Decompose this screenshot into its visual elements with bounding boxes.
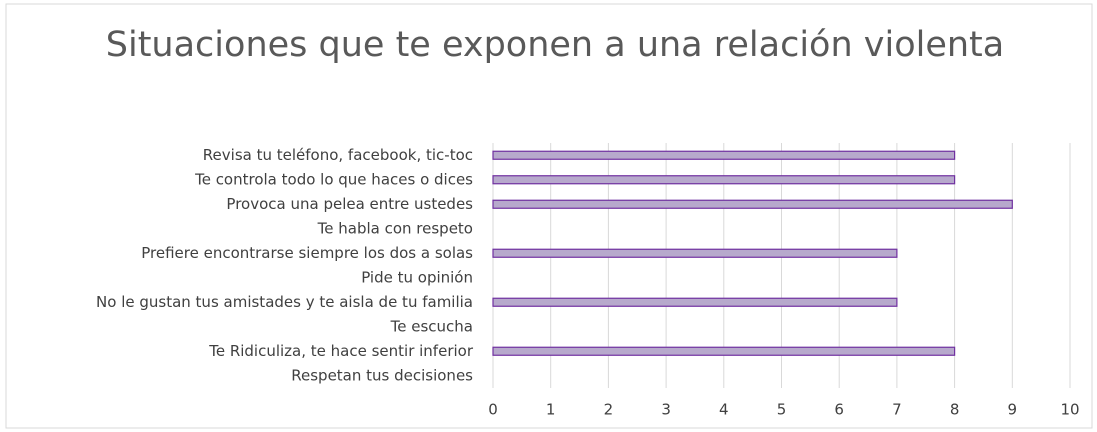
bar xyxy=(492,297,898,307)
x-tick-label: 9 xyxy=(1008,401,1018,419)
bar xyxy=(492,248,898,258)
y-tick-label: Respetan tus decisiones xyxy=(291,366,473,384)
y-tick-label: Te controla todo lo que haces o dices xyxy=(194,170,473,188)
x-tick-label: 3 xyxy=(661,401,671,419)
y-tick-label: Te escucha xyxy=(390,317,473,335)
y-tick-label: Pide tu opinión xyxy=(361,268,473,286)
x-tick-label: 7 xyxy=(892,401,902,419)
x-tick-label: 8 xyxy=(950,401,960,419)
bar xyxy=(492,199,1013,209)
x-tick-label: 0 xyxy=(488,401,498,419)
y-tick-label: Revisa tu teléfono, facebook, tic-toc xyxy=(203,146,473,164)
x-tick-label: 10 xyxy=(1060,401,1079,419)
chart-frame xyxy=(5,3,1093,429)
bar xyxy=(492,175,956,185)
x-tick-label: 1 xyxy=(546,401,556,419)
chart-title: Situaciones que te exponen a una relació… xyxy=(105,25,1005,65)
x-tick-label: 6 xyxy=(834,401,844,419)
y-tick-label: Te Ridiculiza, te hace sentir inferior xyxy=(208,342,474,360)
bar xyxy=(492,346,956,356)
x-tick-label: 2 xyxy=(604,401,614,419)
x-tick-label: 5 xyxy=(777,401,787,419)
y-tick-label: Prefiere encontrarse siempre los dos a s… xyxy=(141,244,473,262)
x-tick-label: 4 xyxy=(719,401,729,419)
y-tick-label: Te habla con respeto xyxy=(317,219,473,237)
bar xyxy=(492,150,956,160)
y-tick-label: No le gustan tus amistades y te aisla de… xyxy=(96,293,473,311)
y-tick-label: Provoca una pelea entre ustedes xyxy=(226,195,473,213)
